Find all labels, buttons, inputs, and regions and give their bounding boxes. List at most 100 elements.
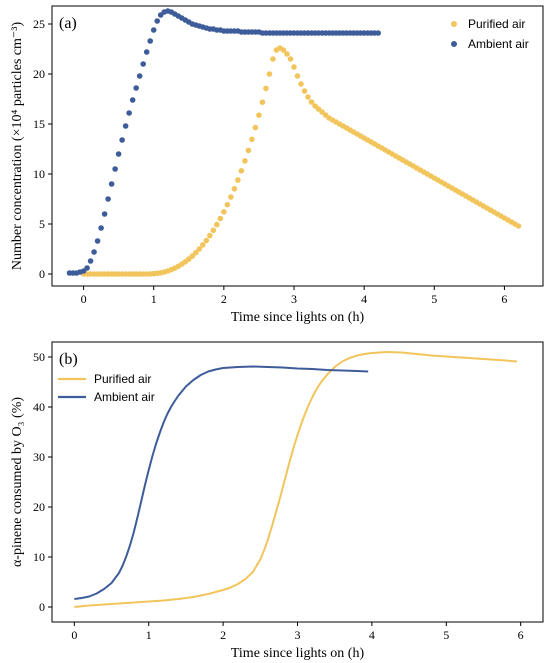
series-line xyxy=(74,351,518,608)
data-point xyxy=(126,110,132,116)
data-point xyxy=(150,27,157,33)
data-point xyxy=(270,56,276,62)
legend-label-purified: Purified air xyxy=(94,372,151,386)
data-point xyxy=(259,99,266,105)
data-point xyxy=(87,258,94,264)
x-tick-label: 6 xyxy=(501,292,507,306)
data-point xyxy=(115,151,122,157)
panel-b-ylabel: α-pinene consumed by O₃ (%) xyxy=(10,397,25,567)
data-point xyxy=(91,249,97,255)
data-point xyxy=(101,211,108,217)
data-point xyxy=(375,30,381,36)
data-point xyxy=(94,238,101,244)
data-point xyxy=(305,94,311,100)
data-point xyxy=(112,166,118,172)
data-point xyxy=(136,73,143,79)
data-point xyxy=(256,112,262,118)
y-tick-label: 30 xyxy=(33,450,45,464)
y-tick-label: 15 xyxy=(33,117,45,131)
data-point xyxy=(515,223,522,229)
panel-b-ticks: 0 1 2 3 4 5 6 0 10 20 30 40 50 xyxy=(33,350,524,642)
legend-label-ambient: Ambient air xyxy=(468,37,529,51)
x-tick-label: 0 xyxy=(81,292,87,306)
data-point xyxy=(189,253,196,259)
data-point xyxy=(210,227,217,234)
y-tick-label: 5 xyxy=(39,217,45,231)
data-point xyxy=(287,56,294,62)
data-point xyxy=(119,137,125,143)
legend-label-purified: Purified air xyxy=(468,17,525,31)
data-point xyxy=(263,85,269,92)
data-point xyxy=(196,246,203,252)
data-point xyxy=(301,88,308,94)
panel-a-legend: Purified air Ambient air xyxy=(451,17,529,51)
data-point xyxy=(245,147,252,154)
data-point xyxy=(284,51,290,57)
legend-marker-purified xyxy=(451,21,457,27)
y-tick-label: 50 xyxy=(33,350,45,364)
x-tick-label: 1 xyxy=(151,292,157,306)
data-point xyxy=(294,73,301,79)
data-point xyxy=(249,136,255,143)
data-point xyxy=(228,194,234,200)
data-point xyxy=(98,225,104,231)
panel-a-series xyxy=(66,8,522,277)
x-tick-label: 2 xyxy=(221,292,227,306)
x-tick-label: 3 xyxy=(291,292,297,306)
y-tick-label: 10 xyxy=(33,550,45,564)
y-tick-label: 20 xyxy=(33,500,45,514)
data-point xyxy=(192,249,199,256)
x-tick-label: 5 xyxy=(443,628,449,642)
panel-b-xlabel: Time since lights on (h) xyxy=(231,646,365,661)
data-point xyxy=(235,177,241,183)
data-point xyxy=(231,186,238,192)
x-tick-label: 3 xyxy=(295,628,301,642)
y-tick-label: 40 xyxy=(33,400,45,414)
x-tick-label: 0 xyxy=(71,628,77,642)
panel-a-xlabel: Time since lights on (h) xyxy=(231,310,365,325)
data-point xyxy=(84,265,90,271)
data-point xyxy=(238,168,245,174)
y-tick-label: 25 xyxy=(33,17,45,31)
data-point xyxy=(291,64,297,70)
data-point xyxy=(122,123,129,129)
data-point xyxy=(207,232,213,239)
data-point xyxy=(147,38,153,44)
panel-a-ticks: 0 1 2 3 4 5 6 0 5 10 15 20 25 xyxy=(33,17,507,306)
panel-a-label: (a) xyxy=(59,15,77,32)
legend-label-ambient: Ambient air xyxy=(94,390,155,404)
data-point xyxy=(298,81,304,87)
data-point xyxy=(242,158,248,164)
panel-b-series xyxy=(74,351,518,608)
data-point xyxy=(143,49,150,55)
data-point xyxy=(224,201,231,208)
y-tick-label: 0 xyxy=(39,267,45,281)
y-tick-label: 0 xyxy=(39,600,45,614)
panel-a: 0 1 2 3 4 5 6 0 5 10 15 20 25 (a) Time since lights … xyxy=(10,5,544,325)
panel-a-ylabel: Number concentration (×10⁴ particles cm⁻… xyxy=(10,22,25,271)
panel-b-label: (b) xyxy=(59,351,78,368)
data-point xyxy=(129,97,136,103)
panel-a-frame xyxy=(51,5,544,287)
data-point xyxy=(108,181,115,187)
data-point xyxy=(214,221,220,228)
series-line xyxy=(74,365,369,600)
x-tick-label: 5 xyxy=(431,292,437,306)
data-point xyxy=(203,237,210,244)
y-tick-label: 10 xyxy=(33,167,45,181)
data-point xyxy=(217,215,224,222)
data-point xyxy=(200,242,206,248)
data-point xyxy=(221,209,227,215)
panel-b: 0 1 2 3 4 5 6 0 10 20 30 40 50 (b) Time since lights… xyxy=(10,341,544,661)
x-tick-label: 2 xyxy=(220,628,226,642)
data-point xyxy=(252,124,259,131)
data-point xyxy=(133,85,139,91)
data-point xyxy=(105,196,111,202)
x-tick-label: 6 xyxy=(518,628,524,642)
x-tick-label: 4 xyxy=(369,628,375,642)
x-tick-label: 1 xyxy=(146,628,152,642)
x-tick-label: 4 xyxy=(361,292,367,306)
data-point xyxy=(140,61,146,67)
data-point xyxy=(154,18,161,24)
